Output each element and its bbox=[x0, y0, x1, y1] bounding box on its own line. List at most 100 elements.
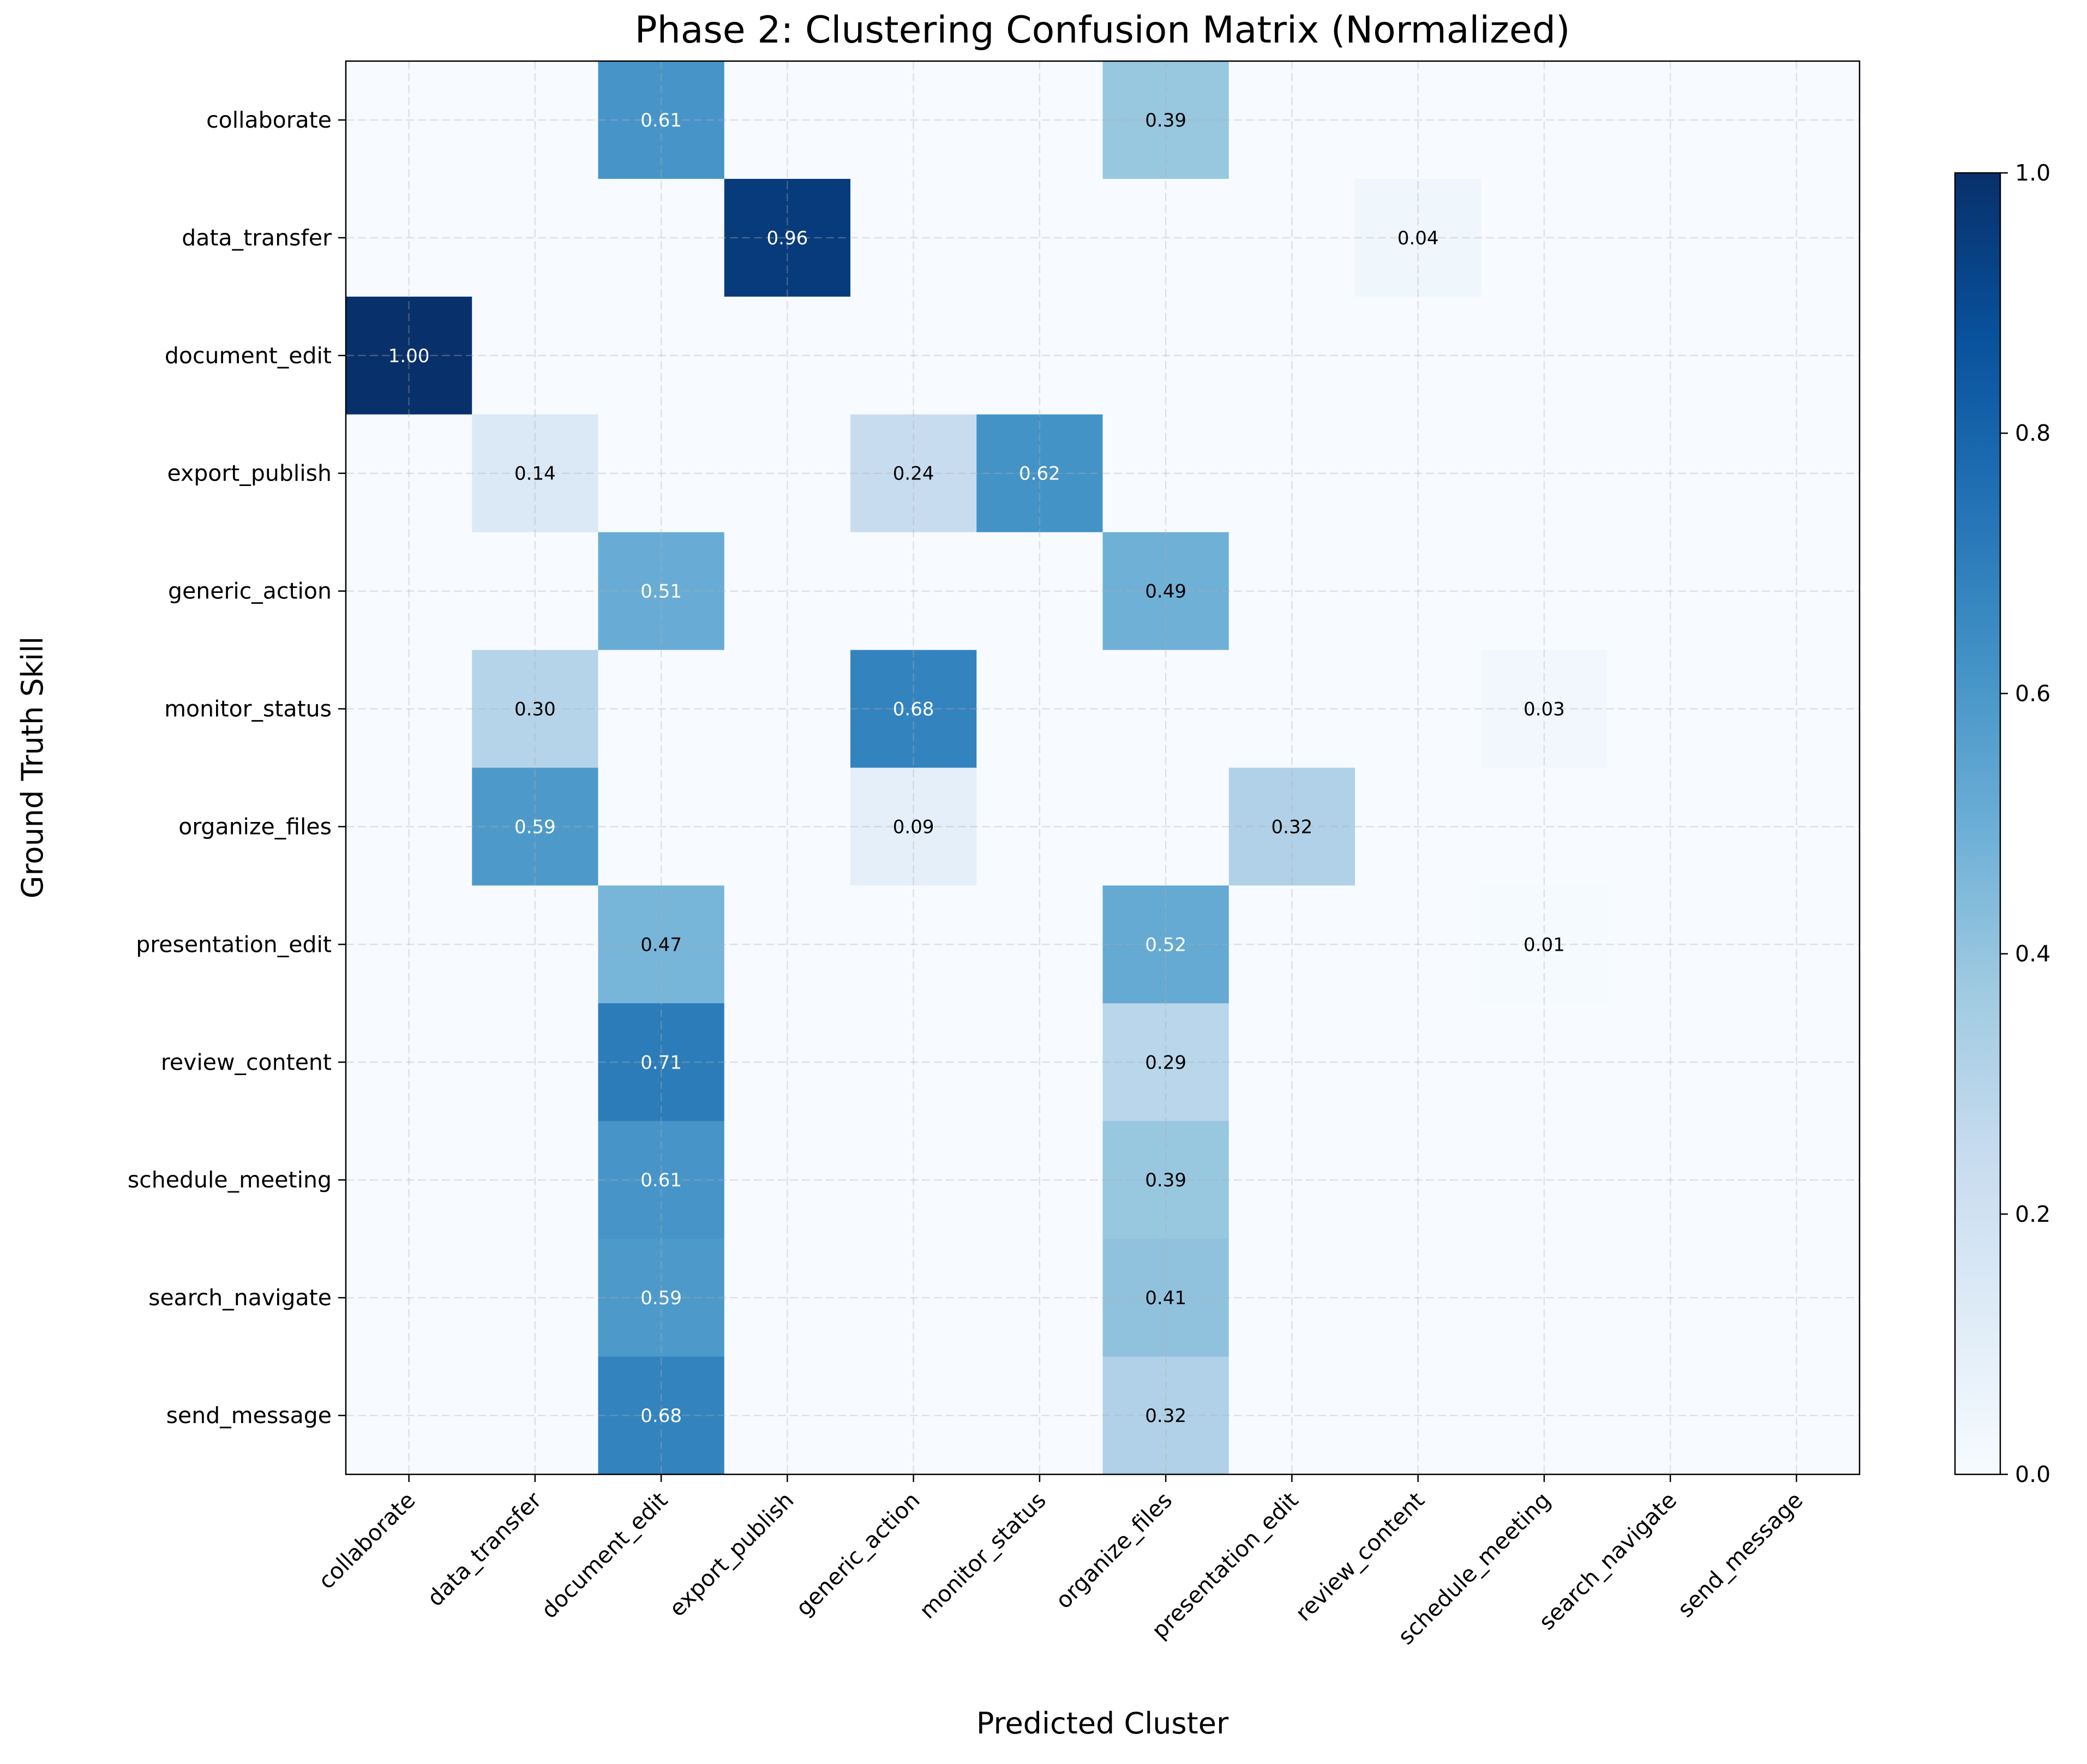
heatmap-cell bbox=[1355, 61, 1482, 179]
heatmap-cell bbox=[1228, 1003, 1356, 1121]
heatmap-cell bbox=[472, 178, 598, 297]
x-tick-label: data_transfer bbox=[422, 1487, 547, 1611]
heatmap-cell bbox=[346, 414, 472, 533]
cell-value-label: 0.62 bbox=[1019, 463, 1060, 485]
heatmap-cell bbox=[1607, 414, 1734, 533]
heatmap-cell bbox=[1102, 178, 1230, 297]
x-tick-label: generic_action bbox=[791, 1487, 925, 1621]
heatmap-cell bbox=[976, 61, 1103, 179]
heatmap-cell bbox=[598, 532, 725, 651]
heatmap-cell bbox=[472, 414, 598, 533]
cell-value-label: 0.96 bbox=[767, 227, 808, 249]
heatmap-cell bbox=[850, 1357, 977, 1475]
heatmap-cell bbox=[1228, 178, 1356, 297]
heatmap-cell bbox=[1733, 414, 1860, 533]
heatmap-cell bbox=[598, 767, 725, 886]
heatmap-cell bbox=[1607, 1357, 1734, 1475]
heatmap-cell bbox=[472, 532, 598, 651]
heatmap-cell bbox=[346, 1357, 472, 1475]
heatmap-cell bbox=[1228, 1121, 1356, 1239]
cell-value-label: 0.14 bbox=[514, 463, 556, 485]
heatmap-cell bbox=[1355, 1003, 1482, 1121]
heatmap-cell bbox=[850, 1239, 977, 1357]
x-tick-label: export_publish bbox=[664, 1487, 799, 1622]
heatmap-cell bbox=[850, 767, 977, 886]
heatmap-cell bbox=[1733, 1003, 1860, 1121]
cell-value-label: 0.09 bbox=[893, 816, 934, 838]
heatmap-cell bbox=[1102, 1003, 1230, 1121]
colorbar-ticks: 0.0 0.2 0.4 0.6 0.8 1.0 bbox=[2000, 160, 2050, 1487]
heatmap-cell bbox=[1228, 1357, 1356, 1475]
heatmap-cell bbox=[472, 1239, 598, 1357]
cell-value-label: 0.68 bbox=[893, 699, 934, 721]
colorbar-tick-label: 0.8 bbox=[2015, 420, 2050, 446]
x-tick-label: collaborate bbox=[313, 1487, 421, 1594]
x-tick-label: send_message bbox=[1672, 1487, 1808, 1622]
cell-value-label: 0.04 bbox=[1398, 227, 1439, 249]
heatmap-cell bbox=[976, 885, 1103, 1004]
colorbar-tick-label: 0.2 bbox=[2015, 1201, 2050, 1227]
heatmap-cell bbox=[1733, 296, 1860, 415]
heatmap-cell bbox=[346, 61, 472, 179]
heatmap-cell bbox=[1607, 767, 1734, 886]
heatmap-cell bbox=[850, 650, 977, 768]
heatmap-cell bbox=[850, 1003, 977, 1121]
y-tick-label: search_navigate bbox=[148, 1285, 332, 1311]
heatmap-cell bbox=[1355, 532, 1482, 651]
heatmap-cell bbox=[976, 296, 1103, 415]
heatmap-cell bbox=[850, 885, 977, 1004]
colorbar-tick-label: 0.0 bbox=[2015, 1461, 2050, 1487]
colorbar-tick-label: 1.0 bbox=[2015, 160, 2050, 186]
y-tick-label: generic_action bbox=[168, 578, 332, 604]
heatmap-cell bbox=[1355, 1121, 1482, 1239]
cell-value-label: 0.59 bbox=[640, 1287, 682, 1309]
heatmap-cell bbox=[976, 650, 1103, 768]
heatmap-cell bbox=[1228, 414, 1356, 533]
cell-value-label: 0.29 bbox=[1145, 1052, 1186, 1073]
heatmap-cell bbox=[724, 1239, 851, 1357]
y-tick-label: monitor_status bbox=[164, 696, 332, 722]
heatmap-cell bbox=[346, 650, 472, 768]
heatmap-cell bbox=[724, 61, 851, 179]
cell-value-label: 0.49 bbox=[1145, 581, 1186, 603]
cell-value-label: 0.24 bbox=[893, 463, 934, 485]
heatmap-cell bbox=[1481, 178, 1608, 297]
heatmap-cell bbox=[1102, 650, 1230, 768]
cell-labels: 0.61 0.39 0.96 0.04 1.00 0.14 0.24 0.62 0.51 0.49… bbox=[388, 110, 1565, 1427]
heatmap-cell bbox=[346, 1121, 472, 1239]
heatmap-cell bbox=[472, 885, 598, 1004]
heatmap-cell bbox=[1733, 1357, 1860, 1475]
heatmap-cell bbox=[1607, 885, 1734, 1004]
heatmap-cell bbox=[346, 1239, 472, 1357]
heatmap-cell bbox=[976, 1121, 1103, 1239]
y-tick-label: schedule_meeting bbox=[128, 1167, 332, 1193]
heatmap-cell bbox=[850, 1121, 977, 1239]
cell-value-label: 0.71 bbox=[640, 1052, 682, 1073]
heatmap-cell bbox=[1733, 532, 1860, 651]
heatmap-cell bbox=[1102, 885, 1230, 1004]
heatmap-cell bbox=[598, 1003, 725, 1121]
y-tick-label: document_edit bbox=[165, 343, 332, 369]
y-tick-label: send_message bbox=[166, 1402, 332, 1429]
heatmap-cell bbox=[1102, 1121, 1230, 1239]
heatmap-cell bbox=[1228, 532, 1356, 651]
heatmap-cell bbox=[1607, 532, 1734, 651]
cell-value-label: 0.01 bbox=[1524, 934, 1565, 956]
heatmap-cell bbox=[724, 650, 851, 768]
heatmap-cell bbox=[1355, 1239, 1482, 1357]
heatmap-cell bbox=[724, 1121, 851, 1239]
heatmap-cell bbox=[976, 414, 1103, 533]
heatmap-cell bbox=[976, 1239, 1103, 1357]
plot-frame bbox=[345, 60, 1861, 1475]
x-tick-label: organize_files bbox=[1051, 1487, 1177, 1613]
heatmap-cell bbox=[1481, 885, 1608, 1004]
heatmap-cell bbox=[850, 61, 977, 179]
heatmap-cell bbox=[976, 1357, 1103, 1475]
y-axis-ticks: collaborate data_transfer document_editexp… bbox=[128, 107, 346, 1429]
cell-value-label: 0.61 bbox=[640, 110, 682, 131]
heatmap-cell bbox=[1481, 296, 1608, 415]
heatmap-cell bbox=[598, 1357, 725, 1475]
heatmap-cell bbox=[1481, 650, 1608, 768]
heatmap-cell bbox=[1481, 532, 1608, 651]
heatmap-cell bbox=[346, 1003, 472, 1121]
